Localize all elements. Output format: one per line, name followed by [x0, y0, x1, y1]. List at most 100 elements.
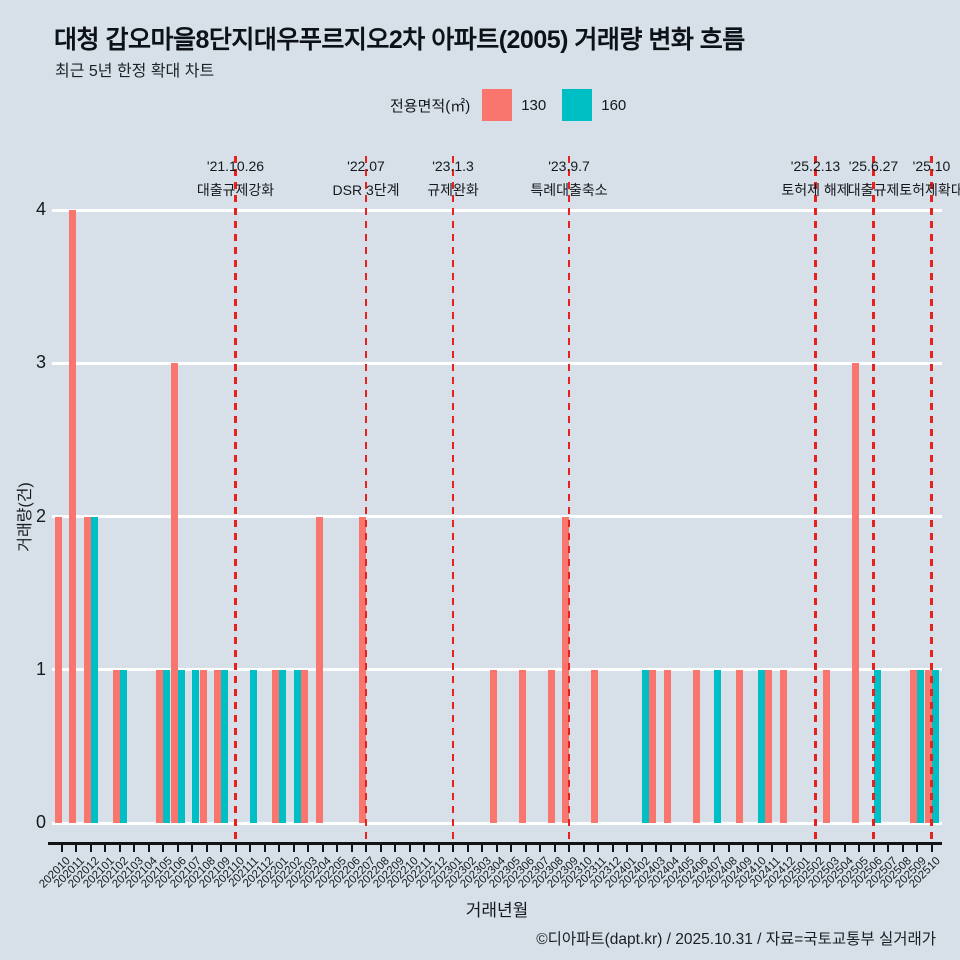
x-tick [321, 844, 324, 852]
bar-160 [931, 669, 939, 823]
legend-label-160: 160 [601, 96, 627, 114]
x-tick [205, 844, 208, 852]
x-tick [176, 844, 179, 852]
event-date: '21.10.26 [206, 158, 265, 174]
x-tick [89, 844, 92, 852]
x-tick [756, 844, 759, 852]
bar-130 [112, 669, 120, 823]
x-tick [234, 844, 237, 852]
bar-130 [83, 516, 91, 823]
event-label: 대출규제 [847, 182, 900, 198]
x-tick [930, 844, 933, 852]
event-line [930, 156, 933, 844]
bar-160 [917, 669, 924, 823]
bar-130 [591, 669, 598, 823]
event-label: DSR 3단계 [332, 182, 400, 198]
bar-130 [54, 516, 62, 823]
bar-130 [301, 669, 308, 823]
x-tick [916, 844, 918, 852]
x-tick [278, 844, 280, 852]
bar-130 [214, 669, 221, 823]
bar-160 [250, 669, 257, 823]
x-tick [901, 844, 904, 852]
x-tick [814, 844, 817, 852]
bar-160 [119, 669, 127, 823]
event-label: 특례대출축소 [530, 182, 608, 198]
x-tick [626, 844, 628, 852]
x-tick [394, 844, 396, 852]
bar-160 [177, 669, 185, 823]
x-tick [539, 844, 541, 852]
x-tick [510, 844, 512, 852]
event-line [451, 156, 455, 844]
bar-160 [192, 669, 199, 823]
legend-swatch-160 [562, 89, 593, 121]
bar-130 [649, 669, 656, 823]
x-tick [713, 844, 715, 852]
bar-130 [924, 669, 932, 823]
event-line [567, 156, 571, 844]
y-tick-label: 2 [35, 505, 46, 526]
bar-160 [641, 669, 649, 823]
bar-130 [692, 669, 700, 823]
x-tick [104, 844, 106, 852]
bar-130 [823, 669, 830, 823]
event-label: 토허제확대 [899, 182, 960, 198]
x-tick [292, 844, 295, 852]
event-label: 대출규제강화 [196, 182, 275, 198]
legend: 전용면적(㎡) 130 160 [390, 88, 642, 122]
x-tick [829, 844, 831, 852]
x-tick [191, 844, 193, 852]
bar-130 [765, 669, 772, 823]
x-tick [481, 844, 483, 852]
x-tick [60, 844, 63, 852]
x-tick [597, 844, 599, 852]
x-tick [147, 844, 150, 852]
bar-130 [69, 210, 76, 823]
bar-130 [518, 669, 526, 823]
event-label: 규제완화 [427, 182, 479, 198]
bar-130 [359, 516, 366, 823]
x-tick [727, 844, 730, 852]
bar-130 [910, 669, 917, 823]
x-tick [640, 844, 643, 852]
grid-line [52, 668, 942, 672]
x-tick [568, 844, 570, 852]
x-tick [669, 844, 672, 852]
event-date: '25.10 [912, 158, 951, 174]
x-tick [365, 844, 367, 852]
x-tick [408, 844, 411, 852]
page-title: 대청 갑오마을8단지대우푸르지오2차 아파트(2005) 거래량 변화 흐름 [54, 26, 745, 54]
bar-130 [852, 363, 859, 823]
x-tick [466, 844, 469, 852]
x-tick [249, 844, 251, 852]
x-tick [698, 844, 701, 852]
bar-160 [279, 669, 286, 823]
event-line [234, 156, 237, 844]
x-tick [771, 844, 773, 852]
footer-credit: ©디아파트(dapt.kr) / 2025.10.31 / 자료=국토교통부 실… [536, 931, 936, 948]
x-tick [336, 844, 338, 852]
x-tick [858, 844, 860, 852]
bar-160 [757, 669, 765, 823]
y-axis-title: 거래량(건) [17, 482, 34, 552]
event-line [872, 156, 875, 844]
event-date: '23.1.3 [432, 158, 474, 174]
event-date: '25.2.13 [790, 158, 841, 174]
bar-130 [489, 669, 497, 823]
grid-line [52, 515, 942, 518]
x-axis-title: 거래년월 [465, 901, 529, 920]
y-tick-label: 1 [35, 658, 46, 679]
event-line [814, 156, 817, 844]
event-label: 토허제 해제 [781, 182, 850, 198]
x-tick [263, 844, 266, 852]
grid-line [52, 361, 942, 365]
y-tick-label: 0 [35, 812, 46, 832]
bar-160 [873, 669, 881, 823]
x-tick [162, 844, 164, 852]
x-tick [133, 844, 135, 852]
x-tick [307, 844, 309, 852]
bar-130 [199, 669, 207, 823]
y-tick-label: 4 [35, 199, 46, 219]
